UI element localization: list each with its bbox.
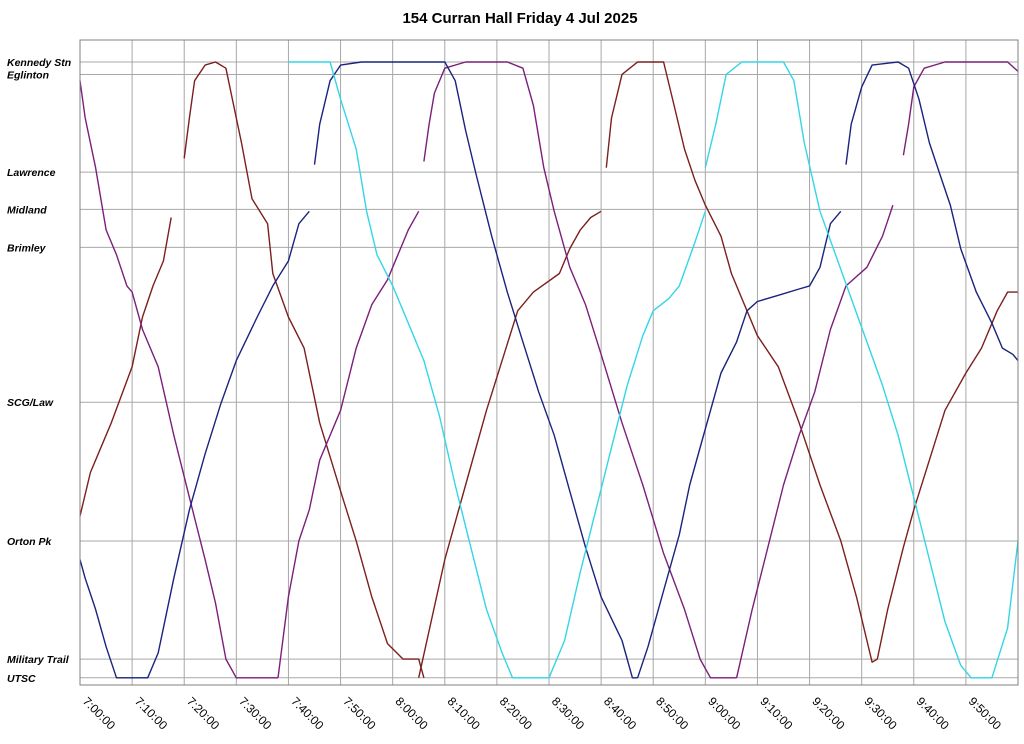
x-tick-label: 7:30:00 <box>236 694 274 732</box>
trip-line-2 <box>183 61 425 678</box>
trip-line-12 <box>313 61 638 679</box>
x-tick-label: 8:10:00 <box>445 694 483 732</box>
trip-line-6 <box>79 80 278 679</box>
x-tick-label: 7:40:00 <box>288 694 326 732</box>
trip-line-7 <box>277 210 420 678</box>
x-tick-label: 8:30:00 <box>549 694 587 732</box>
x-tick-label: 9:00:00 <box>705 694 743 732</box>
trip-line-16 <box>704 61 1019 679</box>
plot-frame <box>79 39 1019 686</box>
y-stop-label: Orton Pk <box>7 536 52 548</box>
x-tick-label: 7:50:00 <box>340 694 378 732</box>
x-axis-labels: 7:00:00 7:10:00 7:20:00 7:30:00 7:40:00 7:50:… <box>80 694 1004 732</box>
y-stop-label: SCG/Law <box>7 397 54 409</box>
x-tick-label: 7:00:00 <box>80 694 118 732</box>
trip-line-13 <box>636 210 842 679</box>
trip-line-14 <box>845 61 1019 362</box>
x-tick-label: 9:10:00 <box>757 694 795 732</box>
chart-title: 154 Curran Hall Friday 4 Jul 2025 <box>402 10 637 27</box>
y-stop-label: Brimley <box>7 242 47 254</box>
x-tick-label: 9:20:00 <box>809 694 847 732</box>
y-stop-label: UTSC <box>7 673 36 685</box>
y-stop-label: Military Trail <box>7 654 70 666</box>
trip-line-10 <box>902 61 1019 156</box>
y-stop-label: Midland <box>7 204 47 216</box>
x-tick-label: 9:40:00 <box>914 694 952 732</box>
x-tick-label: 7:20:00 <box>184 694 222 732</box>
x-tick-label: 8:50:00 <box>653 694 691 732</box>
x-tick-label: 7:10:00 <box>132 694 170 732</box>
x-tick-label: 8:40:00 <box>601 694 639 732</box>
x-tick-label: 8:00:00 <box>393 694 431 732</box>
y-stop-label: Kennedy Stn <box>7 57 71 69</box>
y-stop-label: Eglinton <box>7 69 49 81</box>
x-tick-label: 9:30:00 <box>862 694 900 732</box>
trip-line-1 <box>79 217 172 517</box>
trip-line-11 <box>79 210 310 679</box>
trip-line-3 <box>418 210 602 678</box>
trip-line-9 <box>735 204 894 678</box>
grid <box>79 40 1018 685</box>
trip-line-5 <box>876 291 1018 660</box>
trip-line-15 <box>288 61 706 679</box>
x-tick-label: 8:20:00 <box>497 694 535 732</box>
y-stop-label: Lawrence <box>7 167 56 179</box>
x-tick-label: 9:50:00 <box>966 694 1004 732</box>
series-layer <box>79 61 1019 679</box>
trip-line-4 <box>605 61 878 663</box>
